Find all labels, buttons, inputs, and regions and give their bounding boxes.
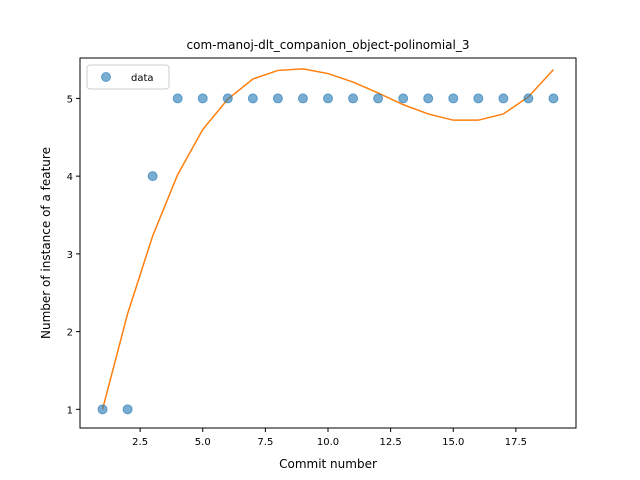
y-tick-label: 1	[67, 405, 73, 416]
legend-box	[86, 64, 170, 90]
data-point	[147, 171, 158, 182]
x-tick-label: 17.5	[505, 437, 527, 448]
data-point	[272, 93, 283, 104]
legend-marker-data	[101, 72, 111, 82]
data-point	[172, 93, 183, 104]
fit-line	[101, 68, 555, 410]
data-point	[448, 93, 459, 104]
data-point	[548, 93, 559, 104]
data-point	[222, 93, 233, 104]
legend: data	[86, 64, 170, 90]
data-point	[97, 404, 108, 415]
y-tick-label: 3	[67, 250, 73, 261]
data-point	[498, 93, 509, 104]
legend-label-data: data	[131, 73, 154, 84]
data-point	[373, 93, 384, 104]
x-tick-label: 5.0	[195, 437, 211, 448]
chart-title: com-manoj-dlt_companion_object-polinomia…	[187, 38, 470, 52]
data-point	[122, 404, 133, 415]
x-tick-label: 12.5	[379, 437, 401, 448]
data-point	[323, 93, 333, 104]
y-axis: 1 2 3 4 5	[67, 94, 80, 416]
data-point	[247, 93, 258, 104]
plot-frame	[79, 57, 577, 429]
data-point	[297, 93, 308, 104]
x-tick-label: 7.5	[257, 437, 273, 448]
data-point	[197, 93, 208, 104]
x-tick-label: 10.0	[317, 437, 339, 448]
y-axis-label: Number of instance of a feature	[39, 147, 53, 339]
data-point	[398, 93, 409, 104]
plot-area	[97, 68, 559, 415]
x-axis-label: Commit number	[279, 457, 377, 471]
data-point	[473, 93, 484, 104]
x-tick-label: 15.0	[442, 437, 464, 448]
data-point	[423, 93, 434, 104]
y-tick-label: 5	[67, 94, 73, 105]
x-tick-label: 2.5	[132, 437, 148, 448]
data-point	[348, 93, 359, 104]
x-axis: 2.5 5.0 7.5 10.0 12.5 15.0 17.5	[132, 428, 527, 448]
y-tick-label: 4	[67, 172, 73, 183]
y-tick-label: 2	[67, 328, 73, 339]
data-point	[523, 93, 534, 104]
